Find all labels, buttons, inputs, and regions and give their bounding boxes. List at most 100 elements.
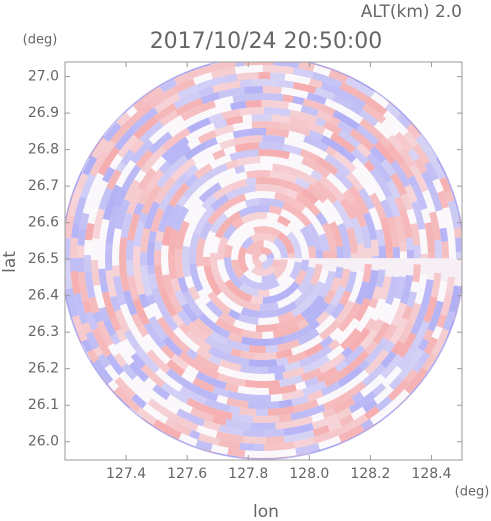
texture-cell [262, 258, 275, 270]
x-tick-label: 128.4 [411, 466, 451, 482]
texture-cell [239, 79, 253, 88]
texture-cell [198, 86, 215, 98]
texture-cell [363, 160, 376, 173]
texture-cell [225, 184, 256, 201]
texture-cell [240, 364, 268, 374]
texture-cell [105, 270, 117, 298]
texture-cell [314, 199, 336, 225]
texture-cell [274, 192, 306, 212]
texture-cell [230, 294, 261, 311]
texture-cell [308, 319, 321, 332]
texture-cell [180, 105, 203, 121]
texture-cell [209, 221, 221, 234]
texture-cell [412, 320, 430, 346]
texture-cell [301, 367, 323, 382]
texture-cell [140, 146, 167, 174]
texture-cell [372, 321, 391, 345]
texture-cell [105, 353, 125, 376]
texture-cell [437, 190, 450, 209]
texture-cell [268, 276, 296, 297]
texture-cell [339, 268, 351, 288]
texture-cell [156, 316, 176, 340]
texture-cell [400, 274, 413, 305]
texture-cell [82, 188, 98, 215]
texture-cell [130, 352, 146, 369]
texture-cell [281, 389, 305, 401]
texture-cell [148, 315, 168, 341]
texture-cell [103, 113, 124, 137]
texture-cell [121, 363, 138, 381]
texture-cell [114, 376, 136, 399]
texture-cell [258, 450, 268, 459]
texture-cell [401, 140, 414, 153]
texture-cell [198, 182, 222, 203]
texture-cell [272, 163, 299, 177]
texture-cell [288, 130, 306, 142]
texture-cell [106, 169, 122, 190]
texture-cell [133, 202, 145, 216]
texture-cell [178, 433, 198, 447]
texture-cell [170, 167, 185, 182]
texture-cell [159, 110, 179, 127]
texture-cell [80, 173, 96, 199]
texture-cell [194, 354, 220, 373]
texture-cell [248, 345, 266, 354]
texture-cell [351, 167, 376, 197]
texture-cell [105, 244, 113, 271]
texture-cell [293, 399, 319, 413]
texture-cell [392, 246, 401, 259]
chart-subtitle: ALT(km) 2.0 [361, 2, 462, 22]
texture-cell [139, 120, 164, 144]
texture-cell [277, 231, 295, 255]
texture-cell [185, 348, 199, 360]
texture-cell [362, 263, 372, 283]
texture-cell [281, 87, 309, 99]
texture-cell [142, 403, 169, 424]
texture-cell [310, 263, 323, 286]
y-unit: (deg) [23, 33, 58, 48]
texture-cell [332, 94, 353, 110]
texture-cell [195, 346, 212, 361]
texture-cell [360, 418, 374, 431]
texture-cell [245, 100, 262, 108]
texture-cell [217, 259, 227, 274]
texture-cell [267, 405, 296, 416]
texture-cell [427, 251, 436, 259]
texture-cell [168, 182, 190, 208]
texture-cell [169, 412, 199, 432]
texture-cell [385, 276, 399, 306]
texture-cell [186, 397, 207, 413]
texture-cell [422, 328, 434, 342]
texture-cell [132, 246, 141, 271]
texture-cell [161, 127, 191, 152]
texture-cell [102, 207, 113, 221]
texture-cell [386, 143, 406, 166]
texture-cell [335, 317, 360, 345]
texture-cell [289, 261, 302, 281]
texture-cell [114, 341, 135, 366]
texture-cell [380, 353, 403, 379]
texture-cell [216, 394, 228, 405]
texture-cell [252, 247, 262, 260]
texture-cell [435, 209, 447, 229]
texture-cell [219, 271, 231, 283]
texture-cell [255, 183, 288, 195]
texture-cell [166, 394, 193, 414]
texture-cell [115, 328, 128, 343]
texture-cell [372, 285, 383, 301]
texture-cell [202, 256, 211, 267]
texture-cell [421, 170, 434, 188]
texture-cell [188, 233, 200, 264]
texture-cell [197, 130, 217, 144]
texture-cell [324, 302, 337, 316]
texture-cell [204, 137, 218, 149]
texture-cell [205, 300, 224, 318]
texture-cell [72, 315, 88, 342]
texture-cell [455, 237, 462, 253]
texture-cell [191, 384, 219, 402]
texture-cell [131, 312, 144, 328]
texture-cell [368, 297, 379, 309]
texture-cell [305, 121, 326, 135]
texture-cell [339, 198, 357, 220]
texture-cell [216, 291, 244, 314]
